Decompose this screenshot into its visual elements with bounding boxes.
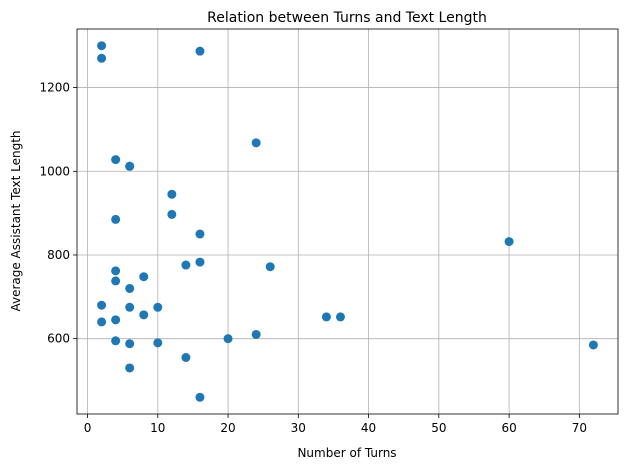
y-tick-label: 1000 bbox=[39, 164, 70, 178]
data-point bbox=[97, 53, 107, 63]
data-point bbox=[181, 353, 191, 363]
data-point bbox=[111, 336, 121, 346]
data-point bbox=[265, 262, 275, 272]
x-tick-label: 40 bbox=[361, 421, 376, 435]
x-axis-ticks: 0 10 20 30 40 50 60 70 bbox=[84, 414, 587, 435]
x-tick-label: 10 bbox=[150, 421, 165, 435]
data-point bbox=[195, 46, 205, 56]
data-point bbox=[181, 260, 191, 270]
x-tick-label: 60 bbox=[501, 421, 516, 435]
data-point bbox=[195, 229, 205, 239]
data-points bbox=[97, 41, 598, 402]
data-point bbox=[125, 302, 135, 312]
data-point bbox=[167, 209, 177, 219]
data-point bbox=[335, 312, 345, 322]
data-point bbox=[139, 272, 149, 282]
y-axis-ticks: 600 800 1000 1200 bbox=[39, 81, 77, 346]
x-tick-label: 70 bbox=[572, 421, 587, 435]
data-point bbox=[195, 392, 205, 402]
data-point bbox=[153, 302, 163, 312]
data-point bbox=[125, 283, 135, 293]
y-tick-label: 800 bbox=[47, 248, 70, 262]
x-axis-label: Number of Turns bbox=[297, 446, 396, 460]
data-point bbox=[504, 237, 514, 247]
data-point bbox=[153, 338, 163, 348]
data-point bbox=[125, 161, 135, 171]
plot-area-frame bbox=[76, 28, 619, 415]
data-point bbox=[125, 363, 135, 373]
data-point bbox=[195, 257, 205, 267]
data-point bbox=[97, 300, 107, 310]
data-point bbox=[111, 276, 121, 286]
data-point bbox=[111, 315, 121, 325]
data-point bbox=[97, 317, 107, 327]
x-tick-label: 20 bbox=[220, 421, 235, 435]
y-axis-label: Average Assistant Text Length bbox=[9, 130, 23, 311]
data-point bbox=[321, 312, 331, 322]
data-point bbox=[588, 340, 598, 350]
data-point bbox=[223, 334, 233, 344]
data-point bbox=[167, 189, 177, 199]
x-tick-label: 0 bbox=[84, 421, 92, 435]
data-point bbox=[251, 138, 261, 148]
y-tick-label: 600 bbox=[47, 332, 70, 346]
chart-title: Relation between Turns and Text Length bbox=[207, 10, 487, 26]
grid bbox=[77, 29, 618, 414]
x-tick-label: 30 bbox=[291, 421, 306, 435]
data-point bbox=[139, 310, 149, 320]
data-point bbox=[251, 329, 261, 339]
data-point bbox=[111, 214, 121, 224]
data-point bbox=[125, 339, 135, 349]
x-tick-label: 50 bbox=[431, 421, 446, 435]
data-point bbox=[97, 41, 107, 51]
data-point bbox=[111, 155, 121, 165]
data-point bbox=[111, 266, 121, 276]
y-tick-label: 1200 bbox=[39, 81, 70, 95]
